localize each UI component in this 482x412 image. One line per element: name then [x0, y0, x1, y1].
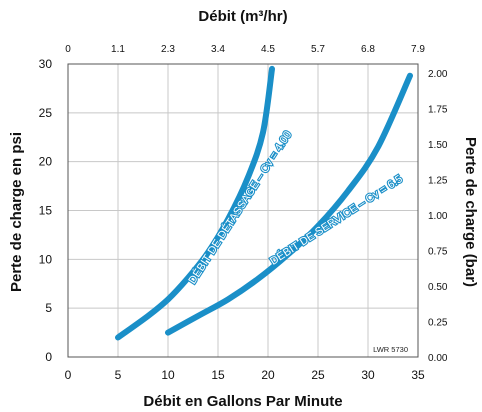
right-tick-label: 2.00	[428, 69, 448, 80]
left-tick-label: 5	[45, 301, 52, 315]
series-line-1	[115, 65, 275, 341]
top-tick-label: 5.7	[311, 44, 325, 55]
left-tick-label: 0	[45, 350, 52, 364]
left-axis-title: Perte de charge en psi	[8, 132, 25, 292]
axes: 0 5 10 15 20 25 30 35 0 1.1 2.3 3.4 4.5 5.7 6.8 7.9 0 5 10…	[39, 44, 448, 382]
right-tick-label: 1.75	[428, 105, 448, 116]
x-tick-label: 10	[161, 368, 175, 382]
x-tick-label: 15	[211, 368, 225, 382]
series-line-2	[165, 72, 413, 336]
top-tick-label: 6.8	[361, 44, 375, 55]
x-tick-label: 35	[411, 368, 425, 382]
top-tick-label: 7.9	[411, 44, 425, 55]
top-tick-label: 0	[65, 44, 71, 55]
x-tick-label: 30	[361, 368, 375, 382]
right-tick-label: 0.25	[428, 318, 448, 329]
top-tick-label: 3.4	[211, 44, 225, 55]
series-label-2: DÉBIT DE SERVICE – Cv = 6.5	[268, 172, 405, 267]
top-axis-title: Débit (m³/hr)	[198, 8, 287, 25]
left-tick-label: 25	[39, 106, 53, 120]
left-tick-label: 20	[39, 155, 53, 169]
chart-code: LWR 5730	[373, 345, 408, 354]
x-tick-label: 0	[65, 368, 72, 382]
right-tick-label: 0.00	[428, 353, 448, 364]
top-tick-label: 4.5	[261, 44, 275, 55]
right-tick-label: 1.25	[428, 176, 448, 187]
left-tick-label: 30	[39, 57, 53, 71]
right-axis-title: Perte de charge (bar)	[462, 137, 479, 287]
x-tick-label: 5	[115, 368, 122, 382]
left-tick-label: 10	[39, 252, 53, 266]
right-tick-label: 0.50	[428, 282, 448, 293]
right-tick-label: 0.75	[428, 247, 448, 258]
x-tick-label: 25	[311, 368, 325, 382]
x-tick-label: 20	[261, 368, 275, 382]
right-tick-label: 1.00	[428, 211, 448, 222]
right-tick-label: 1.50	[428, 140, 448, 151]
x-axis-title: Débit en Gallons Par Minute	[143, 393, 342, 410]
grid	[67, 63, 419, 358]
top-tick-label: 1.1	[111, 44, 125, 55]
left-tick-label: 15	[39, 204, 53, 218]
plot-frame	[67, 63, 419, 358]
top-tick-label: 2.3	[161, 44, 175, 55]
